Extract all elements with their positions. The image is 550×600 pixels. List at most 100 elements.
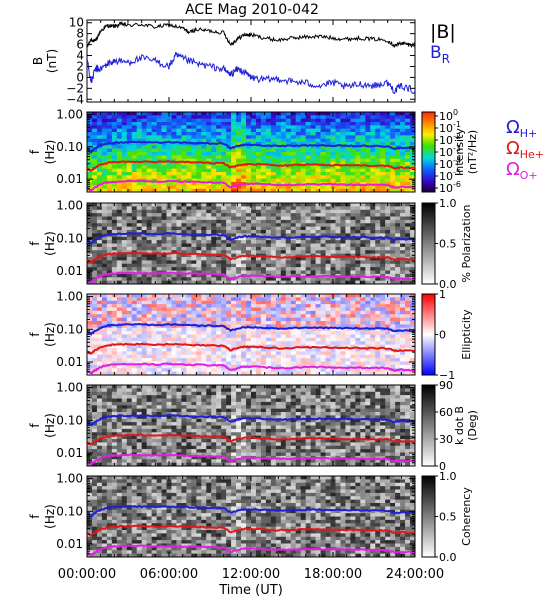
spectrogram-cell (310, 277, 316, 281)
spectrogram-cell (255, 145, 262, 149)
spectrogram-cell (360, 175, 366, 179)
spectrogram-cell (161, 304, 167, 308)
spectrogram-cell (101, 314, 108, 318)
spectrogram-cell (151, 371, 157, 376)
spectrogram-cell (246, 321, 252, 325)
spectrogram-cell (395, 142, 401, 146)
spectrogram-cell (375, 354, 381, 359)
spectrogram-cell (196, 112, 202, 116)
spectrogram-cell (365, 364, 371, 369)
spectrogram-cell (380, 158, 386, 163)
spectrogram-cell (370, 348, 376, 352)
spectrogram-cell (330, 128, 336, 133)
spectrogram-cell (236, 219, 242, 224)
spectrogram-cell (270, 148, 277, 153)
spectrogram-cell (260, 115, 267, 119)
spectrogram-cell (186, 145, 192, 149)
spectrogram-cell (186, 175, 192, 179)
spectrogram-cell (141, 233, 147, 238)
spectrogram-cell (181, 273, 187, 278)
gyrofrequency-line (86, 231, 416, 245)
spectrogram-cell (111, 118, 118, 123)
spectrogram-cell (285, 188, 292, 193)
spectrogram-cell (121, 165, 128, 169)
spectrogram-cell (236, 132, 242, 136)
spectrogram-cell (186, 158, 192, 163)
spectrogram-cell (330, 135, 336, 139)
spectrogram-cell (310, 246, 316, 251)
spectrogram-cell (365, 112, 371, 116)
spectrogram-cell (176, 267, 182, 271)
spectrogram-cell (325, 341, 331, 345)
spectrogram-cell (370, 267, 376, 271)
spectrogram-cell (231, 324, 237, 329)
spectrogram-cell (340, 223, 346, 227)
spectrogram-cell (385, 219, 391, 224)
spectrogram-cell (251, 155, 257, 159)
spectrogram-cell (186, 165, 192, 169)
spectrogram-cell (350, 277, 356, 281)
spectrogram-cell (226, 263, 232, 268)
spectrogram-cell (241, 304, 247, 308)
spectrogram-cell (131, 118, 137, 123)
spectrogram-cell (196, 327, 202, 332)
spectrogram-cell (141, 277, 147, 281)
spectrogram-cell (101, 148, 108, 153)
spectrogram-cell (211, 310, 217, 315)
spectrogram-cell (340, 250, 346, 254)
spectrogram-cell (370, 216, 376, 221)
spectrogram-cell (241, 122, 247, 126)
spectrogram-cell (385, 118, 391, 123)
spectrogram-cell (96, 142, 103, 146)
spectrogram-cell (246, 226, 252, 231)
spectrogram-cell (116, 182, 123, 186)
spectrogram-cell (186, 246, 192, 251)
spectrogram-cell (131, 122, 137, 126)
spectrogram-cell (280, 351, 287, 356)
spectrogram-cell (87, 219, 93, 224)
spectrogram-cell (87, 368, 93, 372)
spectrogram-cell (101, 132, 108, 136)
spectrogram-cell (325, 243, 331, 248)
spectrogram-cell (390, 307, 396, 312)
spectrogram-cell (310, 260, 316, 265)
spectrogram-cell (360, 314, 366, 318)
spectrogram-cell (131, 317, 137, 322)
spectrogram-cell (211, 223, 217, 227)
spectrogram-cell (265, 152, 272, 156)
spectrogram-cell (375, 324, 381, 329)
spectrogram-cell (101, 118, 108, 123)
spectrogram-cell (206, 182, 212, 186)
spectrogram-cell (101, 138, 108, 143)
spectrogram-cell (295, 145, 301, 149)
spectrogram-cell (320, 334, 326, 339)
spectrogram-cell (340, 304, 346, 308)
spectrogram-cell (111, 145, 118, 149)
spectrogram-cell (91, 125, 98, 129)
spectrogram-cell (335, 178, 341, 183)
spectrogram-cell (355, 240, 361, 244)
spectrogram-cell (315, 165, 321, 169)
spectrogram-cell (275, 250, 282, 254)
spectrogram-cell (146, 314, 152, 318)
spectrogram-cell (116, 158, 123, 163)
spectrogram-cell (290, 175, 297, 179)
spectrogram-cell (320, 168, 326, 173)
spectrogram-cell (370, 321, 376, 325)
spectrogram-cell (216, 307, 222, 312)
spectrogram-cell (201, 331, 207, 335)
spectrogram-cell (410, 128, 416, 133)
spectrogram-cell (176, 112, 182, 116)
spectrogram-cell (410, 142, 416, 146)
spectrogram-cell (315, 300, 321, 305)
spectrogram-cell (151, 226, 157, 231)
spectrogram-cell (91, 216, 98, 221)
spectrogram-cell (280, 240, 287, 244)
spectrogram-cell (295, 277, 301, 281)
spectrogram-cell (335, 223, 341, 227)
spectrogram-cell (320, 158, 326, 163)
spectrogram-cell (320, 219, 326, 224)
spectrogram-cell (106, 182, 113, 186)
spectrogram-cell (260, 246, 267, 251)
spectrogram-cell (196, 300, 202, 305)
